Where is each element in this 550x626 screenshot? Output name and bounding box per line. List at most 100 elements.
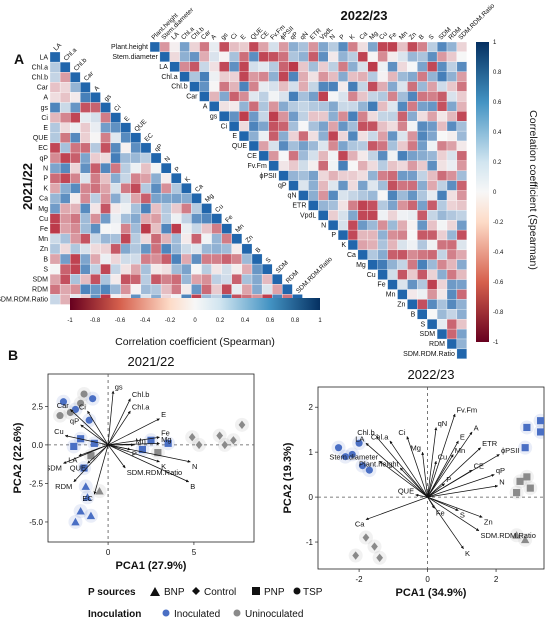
heatmap-cell [258, 61, 269, 72]
heatmap-cell [278, 140, 289, 152]
score-point [71, 517, 80, 526]
heatmap-cell [199, 51, 210, 62]
heatmap-cell [367, 210, 378, 221]
heatmap-cell [258, 41, 269, 53]
heatmap-cell [49, 152, 61, 164]
heatmap-cell [387, 101, 398, 112]
heatmap-cell [70, 152, 81, 164]
heatmap-cell [417, 180, 428, 191]
row-label-2022: Zn [397, 302, 405, 309]
heatmap-cell [456, 150, 467, 161]
heatmap-cell [436, 229, 448, 241]
heatmap-cell [70, 82, 81, 93]
score-point [362, 533, 370, 542]
heatmap-cell [446, 239, 458, 251]
heatmap-cell [130, 243, 142, 255]
heatmap-cell [427, 41, 438, 53]
score-point [56, 412, 64, 420]
heatmap-cell [427, 91, 438, 102]
x-axis-label: PCA1 (27.9%) [116, 560, 187, 572]
heatmap-cell [328, 180, 339, 191]
heatmap-cell [70, 274, 81, 285]
score-point [537, 417, 544, 425]
loading-label: SDM.RDM.Ratio [480, 531, 535, 540]
legend-square-marker [252, 587, 260, 595]
heatmap-cell [417, 81, 428, 92]
heatmap-cell [328, 220, 339, 231]
heatmap-cell [221, 284, 232, 295]
heatmap-cell [110, 203, 121, 214]
heatmap-cell [90, 233, 101, 245]
heatmap-cell [100, 284, 111, 295]
heatmap-cell [298, 111, 309, 122]
heatmap-cell [209, 61, 220, 72]
loading-arrow [107, 410, 131, 446]
heatmap-cell [357, 140, 368, 152]
heatmap-cell [387, 121, 398, 132]
heatmap-cell [347, 239, 359, 251]
heatmap-cell [318, 190, 329, 201]
loading-arrow [427, 413, 456, 498]
loading-label: Chl.b [357, 428, 375, 437]
heatmap-cell [110, 193, 121, 204]
loading-arrow [427, 431, 473, 498]
heatmap-cell [221, 233, 232, 245]
heatmap-cell [120, 243, 131, 255]
heatmap-cell [150, 243, 162, 255]
heatmap-cell [150, 274, 162, 285]
heatmap-cell [110, 263, 121, 275]
heatmap-cell [367, 61, 378, 72]
row-label-2022: A [203, 104, 208, 111]
heatmap-cell [219, 111, 230, 122]
heatmap-cell [397, 101, 408, 112]
heatmap-cell [367, 111, 378, 122]
heatmap-cell [229, 91, 240, 102]
loading-arrow [427, 440, 459, 498]
heatmap-cell [59, 102, 71, 113]
heatmap-cell [308, 180, 319, 191]
heatmap-cell [298, 170, 309, 181]
loading-arrow [365, 442, 428, 498]
heatmap-cell [49, 51, 61, 63]
heatmap-cell [318, 41, 329, 53]
heatmap-cell [328, 91, 339, 102]
heatmap-cell [120, 223, 131, 234]
heatmap-cell [377, 41, 388, 53]
heatmap-cell [337, 190, 349, 201]
heatmap-cell [49, 274, 61, 285]
heatmap-cell [308, 101, 319, 112]
colorbar-bottom-label: Correlation coefficient (Spearman) [115, 336, 275, 348]
loading-label: Chl.a [132, 402, 150, 411]
heatmap-cell [238, 101, 250, 112]
heatmap-cell [160, 203, 172, 214]
heatmap-cell [120, 274, 131, 285]
heatmap-cell [407, 140, 418, 152]
heatmap-cell [446, 41, 458, 53]
heatmap-cell [80, 233, 91, 245]
loading-label: Ci [79, 402, 86, 411]
heatmap-cell [427, 299, 438, 310]
heatmap-cell [347, 220, 359, 231]
heatmap-cell [318, 111, 329, 122]
heatmap-cell [456, 111, 467, 122]
heatmap-cell [49, 82, 61, 93]
row-label-2022: Mn [386, 292, 396, 299]
heatmap-cell [241, 243, 253, 255]
heatmap-cell [446, 279, 458, 290]
heatmap-cell [80, 253, 91, 265]
heatmap-cell [427, 140, 438, 152]
heatmap-cell [241, 274, 253, 285]
loading-arrow [107, 398, 131, 446]
heatmap-cell [387, 239, 398, 251]
heatmap-cell [49, 142, 61, 154]
heatmap-cell [59, 82, 71, 93]
heatmap-cell [427, 239, 438, 251]
row-label-2021: Chl.a [32, 64, 48, 71]
col-label-2022: SDM.RDM.Ratio [457, 2, 496, 41]
heatmap-cell [347, 130, 359, 142]
heatmap-cell [367, 121, 378, 132]
heatmap-cell [191, 213, 202, 224]
heatmap-cell [387, 81, 398, 92]
y-tick-label: 2 [309, 403, 314, 412]
row-label-2022: SDM [420, 331, 436, 338]
